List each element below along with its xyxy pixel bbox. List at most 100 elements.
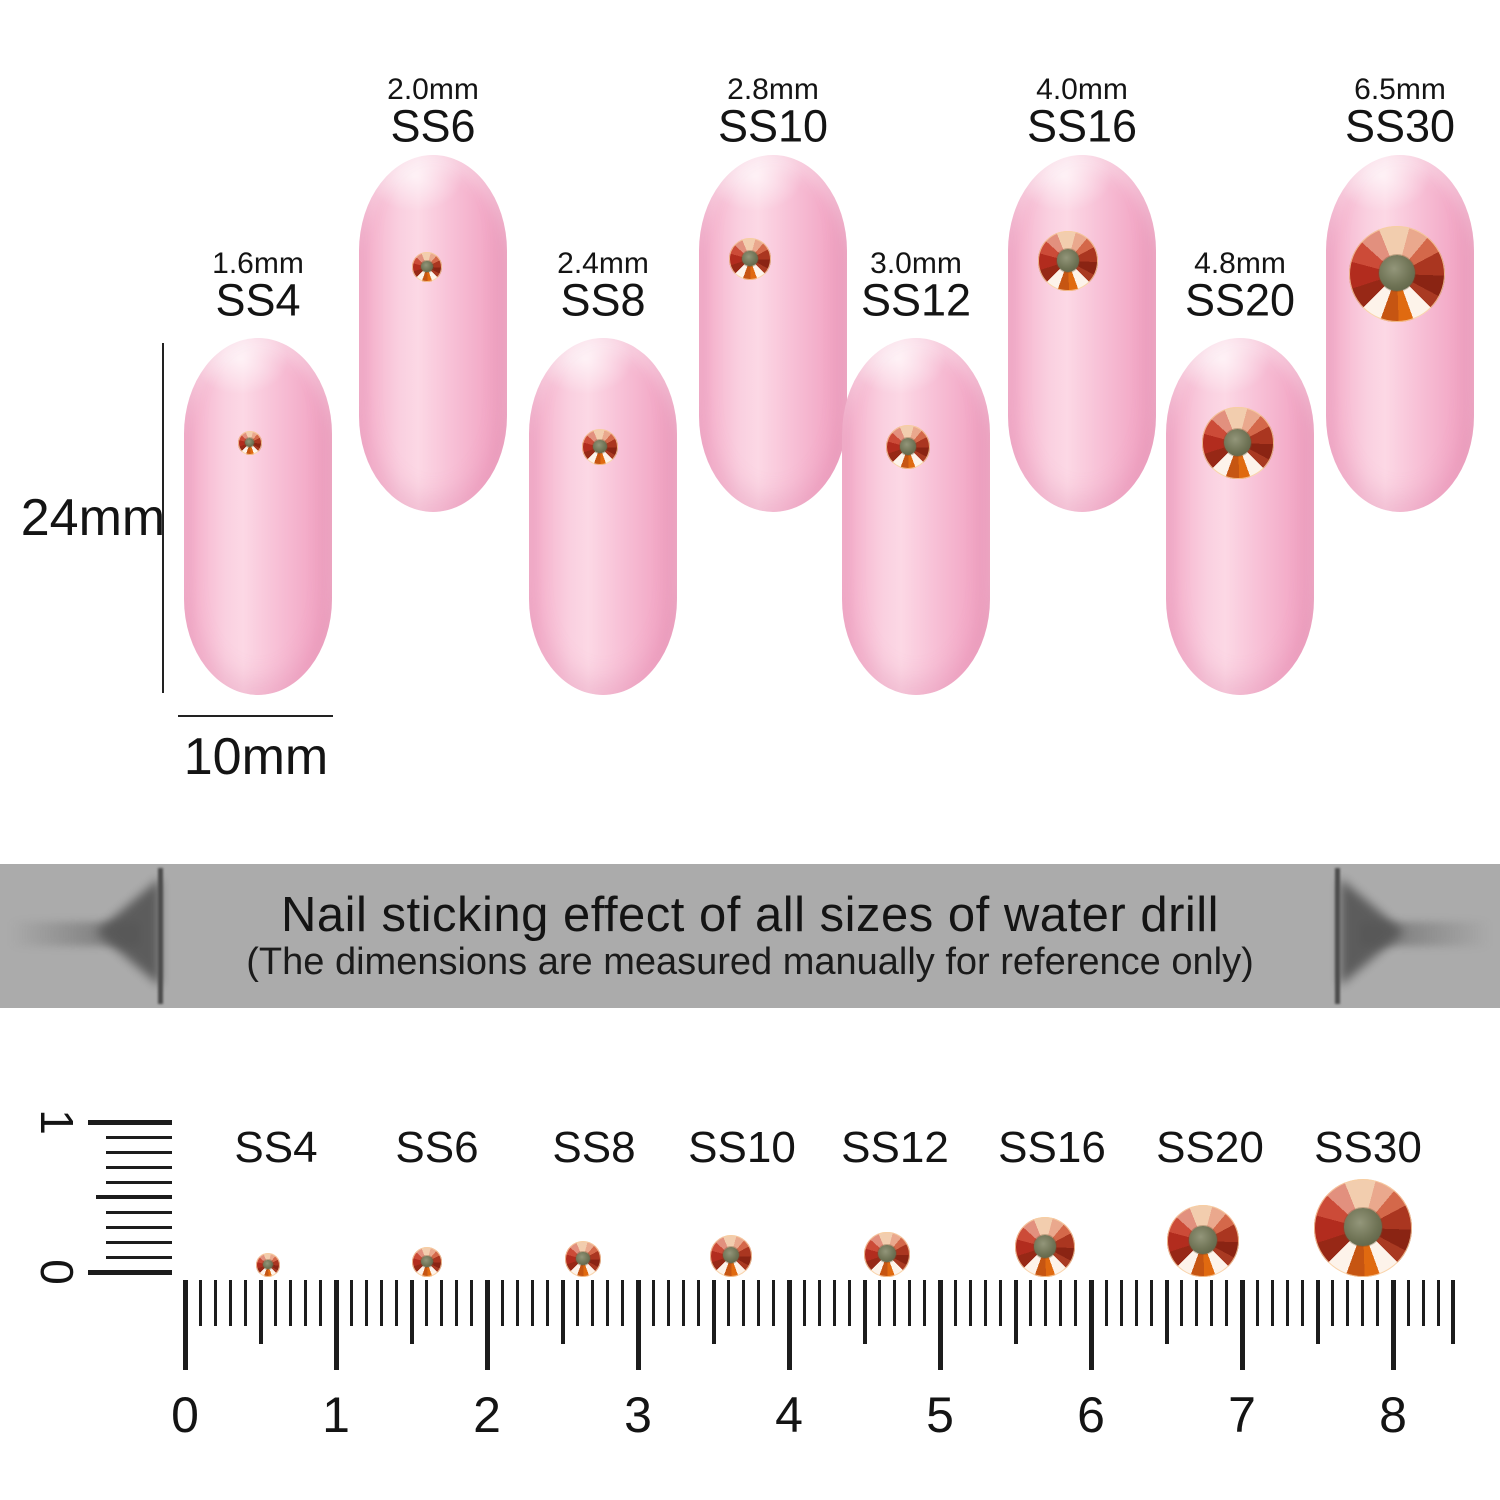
ruler-tick — [304, 1280, 308, 1326]
ruler-number-5: 5 — [926, 1387, 954, 1443]
rhinestone-table-facet — [245, 438, 255, 448]
ruler-tick — [923, 1280, 927, 1326]
mm-label-ss6: 2.0mm — [387, 73, 479, 106]
rhinestone-ss30-on-nail — [1348, 225, 1446, 323]
ruler-tick — [983, 1280, 987, 1326]
ruler-tick — [530, 1280, 534, 1326]
ruler-label-ss10: SS10 — [688, 1123, 796, 1172]
mm-label-ss12: 3.0mm — [870, 247, 962, 280]
ruler-tick — [289, 1280, 293, 1326]
rhinestone-ss10-on-nail — [729, 238, 771, 280]
ruler-number-0: 0 — [171, 1387, 199, 1443]
rhinestone-table-facet — [1033, 1234, 1057, 1258]
ruler-tick — [772, 1280, 776, 1326]
ruler-tick — [545, 1280, 549, 1326]
ruler-number-1: 1 — [322, 1387, 350, 1443]
ruler-tick — [1300, 1280, 1304, 1326]
rhinestone-table-facet — [878, 1245, 896, 1263]
vertical-ruler-tick — [88, 1119, 172, 1125]
ruler-tick — [213, 1280, 217, 1326]
ruler-tick — [1013, 1280, 1018, 1344]
height-measure-line — [162, 343, 164, 693]
ruler-tick — [576, 1280, 580, 1326]
ruler-tick — [1195, 1280, 1199, 1326]
ruler-tick — [591, 1280, 595, 1326]
nail-ss30 — [1326, 155, 1474, 512]
vertical-ruler-tick — [96, 1195, 172, 1199]
ruler-tick — [711, 1280, 716, 1344]
ruler-number-6: 6 — [1077, 1387, 1105, 1443]
ruler-tick — [621, 1280, 625, 1326]
vertical-ruler-tick — [106, 1180, 172, 1184]
ruler-tick — [1164, 1280, 1169, 1344]
nail-ss10 — [699, 155, 847, 512]
mm-label-ss30: 6.5mm — [1354, 73, 1446, 106]
rhinestone-table-facet — [1344, 1208, 1382, 1246]
ruler-label-ss8: SS8 — [552, 1123, 636, 1172]
ruler-tick — [817, 1280, 821, 1326]
ruler-tick — [1406, 1280, 1410, 1326]
ruler-tick — [862, 1280, 867, 1344]
ruler-tick — [832, 1280, 836, 1326]
size-label-ss8: SS8 — [560, 274, 646, 326]
rhinestone-ss4-on-ruler — [255, 1252, 281, 1277]
banner-left-arrow-icon — [96, 878, 160, 986]
rhinestone-table-facet — [1378, 254, 1416, 292]
rhinestone-ss10-on-ruler — [709, 1234, 753, 1277]
ruler-tick — [182, 1280, 188, 1370]
banner-subtitle: (The dimensions are measured manually fo… — [246, 940, 1254, 983]
ruler-tick — [1029, 1280, 1033, 1326]
ruler-tick — [1315, 1280, 1320, 1344]
vertical-ruler-number-1: 1 — [31, 1109, 83, 1135]
mm-label-ss16: 4.0mm — [1036, 73, 1128, 106]
ruler-tick — [666, 1280, 670, 1326]
ruler-tick — [333, 1280, 339, 1370]
mm-label-ss4: 1.6mm — [212, 247, 304, 280]
ruler-tick — [1331, 1280, 1335, 1326]
nail-height-label: 24mm — [20, 489, 166, 547]
ruler-tick — [349, 1280, 353, 1326]
ruler-number-8: 8 — [1379, 1387, 1407, 1443]
vertical-ruler-tick — [106, 1165, 172, 1169]
ruler-tick — [455, 1280, 459, 1326]
ruler-tick — [243, 1280, 247, 1326]
ruler-tick — [651, 1280, 655, 1326]
nail-ss12 — [842, 338, 990, 695]
ruler-tick — [1285, 1280, 1289, 1326]
rhinestone-ss8-on-ruler — [564, 1240, 602, 1277]
rhinestone-table-facet — [263, 1260, 273, 1270]
rhinestone-table-facet — [1224, 428, 1252, 456]
ruler-tick — [937, 1280, 943, 1370]
ruler-tick — [1225, 1280, 1229, 1326]
vertical-ruler-tick — [106, 1240, 172, 1244]
banner-right-arrow-icon — [1340, 878, 1404, 986]
ruler-tick — [1451, 1280, 1456, 1344]
ruler-tick — [757, 1280, 761, 1326]
mm-label-ss10: 2.8mm — [727, 73, 819, 106]
size-label-ss10: SS10 — [717, 100, 829, 152]
ruler-tick — [500, 1280, 504, 1326]
vertical-ruler-number-0: 0 — [31, 1259, 83, 1285]
mm-label-ss20: 4.8mm — [1194, 247, 1286, 280]
rhinestone-ss6-on-ruler — [411, 1246, 443, 1277]
ruler-tick — [742, 1280, 746, 1326]
rhinestone-table-facet — [742, 250, 758, 267]
vertical-ruler-tick — [106, 1255, 172, 1259]
rhinestone-table-facet — [576, 1251, 590, 1266]
rhinestone-ss20-on-ruler — [1166, 1204, 1240, 1277]
ruler-label-ss30: SS30 — [1314, 1123, 1422, 1172]
vertical-ruler-tick — [88, 1269, 172, 1275]
rhinestone-table-facet — [722, 1247, 739, 1264]
ruler-tick — [1104, 1280, 1108, 1326]
mm-label-ss8: 2.4mm — [557, 247, 649, 280]
ruler-tick — [878, 1280, 882, 1326]
ruler-tick — [1239, 1280, 1245, 1370]
ruler-tick — [560, 1280, 565, 1344]
nail-width-label: 10mm — [183, 728, 329, 786]
ruler-tick — [953, 1280, 957, 1326]
banner-text: Nail sticking effect of all sizes of wat… — [0, 864, 1500, 1008]
ruler-tick — [515, 1280, 519, 1326]
rhinestone-table-facet — [421, 1255, 433, 1268]
rhinestone-ss16-on-ruler — [1014, 1216, 1076, 1277]
nail-ss8 — [529, 338, 677, 695]
